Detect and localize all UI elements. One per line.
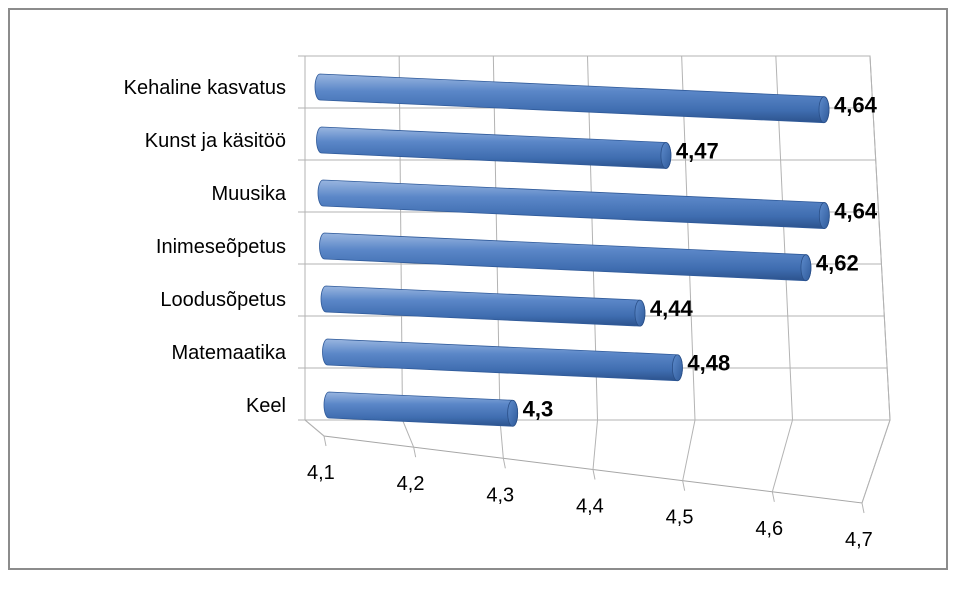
bar-chart: Kehaline kasvatus Kunst ja käsitöö Muusika…: [124, 55, 891, 551]
category-label: Muusika: [212, 183, 287, 205]
value-label: 4,47: [676, 138, 719, 163]
value-label: 4,62: [816, 251, 859, 276]
bar: [314, 73, 830, 124]
bars: [314, 73, 830, 427]
floor-gridline: [771, 419, 793, 492]
bar: [316, 126, 672, 169]
value-label: 4,64: [834, 93, 878, 118]
bar: [319, 232, 812, 282]
x-tick-mark: [323, 435, 327, 447]
floor-gridline: [304, 419, 325, 437]
floor-gridline: [592, 419, 598, 470]
x-tick-mark: [592, 469, 596, 480]
chart-frame: Kehaline kasvatus Kunst ja käsitöö Muusika…: [8, 8, 948, 570]
category-label: Keel: [246, 395, 286, 417]
category-label: Inimeseõpetus: [156, 236, 286, 258]
x-tick-mark: [502, 458, 506, 469]
category-label: Loodusõpetus: [160, 289, 286, 311]
category-label: Kehaline kasvatus: [124, 77, 286, 99]
floor-gridline: [499, 419, 504, 459]
x-tick-mark: [861, 502, 865, 514]
value-label: 4,3: [523, 396, 554, 421]
x-tick-label: 4,6: [755, 518, 783, 540]
category-label: Matemaatika: [172, 342, 287, 364]
x-tick-label: 4,7: [845, 529, 873, 551]
category-labels: Kehaline kasvatus Kunst ja käsitöö Muusika…: [124, 77, 287, 417]
value-gridline: [869, 55, 891, 421]
floor-gridline: [861, 419, 891, 504]
bar: [317, 179, 830, 229]
floor: [303, 419, 891, 504]
value-label: 4,44: [650, 296, 694, 321]
bar: [322, 338, 683, 382]
x-tick-label: 4,1: [307, 462, 335, 484]
x-tick-label: 4,3: [486, 484, 514, 506]
value-label: 4,64: [834, 199, 878, 224]
floor-gridline: [682, 419, 696, 481]
gridlines: [298, 55, 891, 514]
bar: [323, 391, 519, 427]
x-tick-label: 4,2: [397, 473, 425, 495]
category-label: Kunst ja käsitöö: [145, 130, 286, 152]
floor-gridline: [402, 419, 415, 448]
value-label: 4,48: [687, 351, 730, 376]
value-labels: 4,64 4,47 4,64 4,62 4,44 4,48 4,3: [523, 93, 878, 422]
x-tick-labels: 4,1 4,2 4,3 4,4 4,5 4,6 4,7: [307, 462, 873, 551]
bar: [320, 285, 646, 327]
x-tick-label: 4,5: [666, 507, 694, 529]
x-tick-mark: [682, 480, 686, 491]
x-tick-mark: [413, 447, 417, 458]
x-tick-mark: [771, 491, 775, 502]
x-tick-label: 4,4: [576, 496, 604, 518]
